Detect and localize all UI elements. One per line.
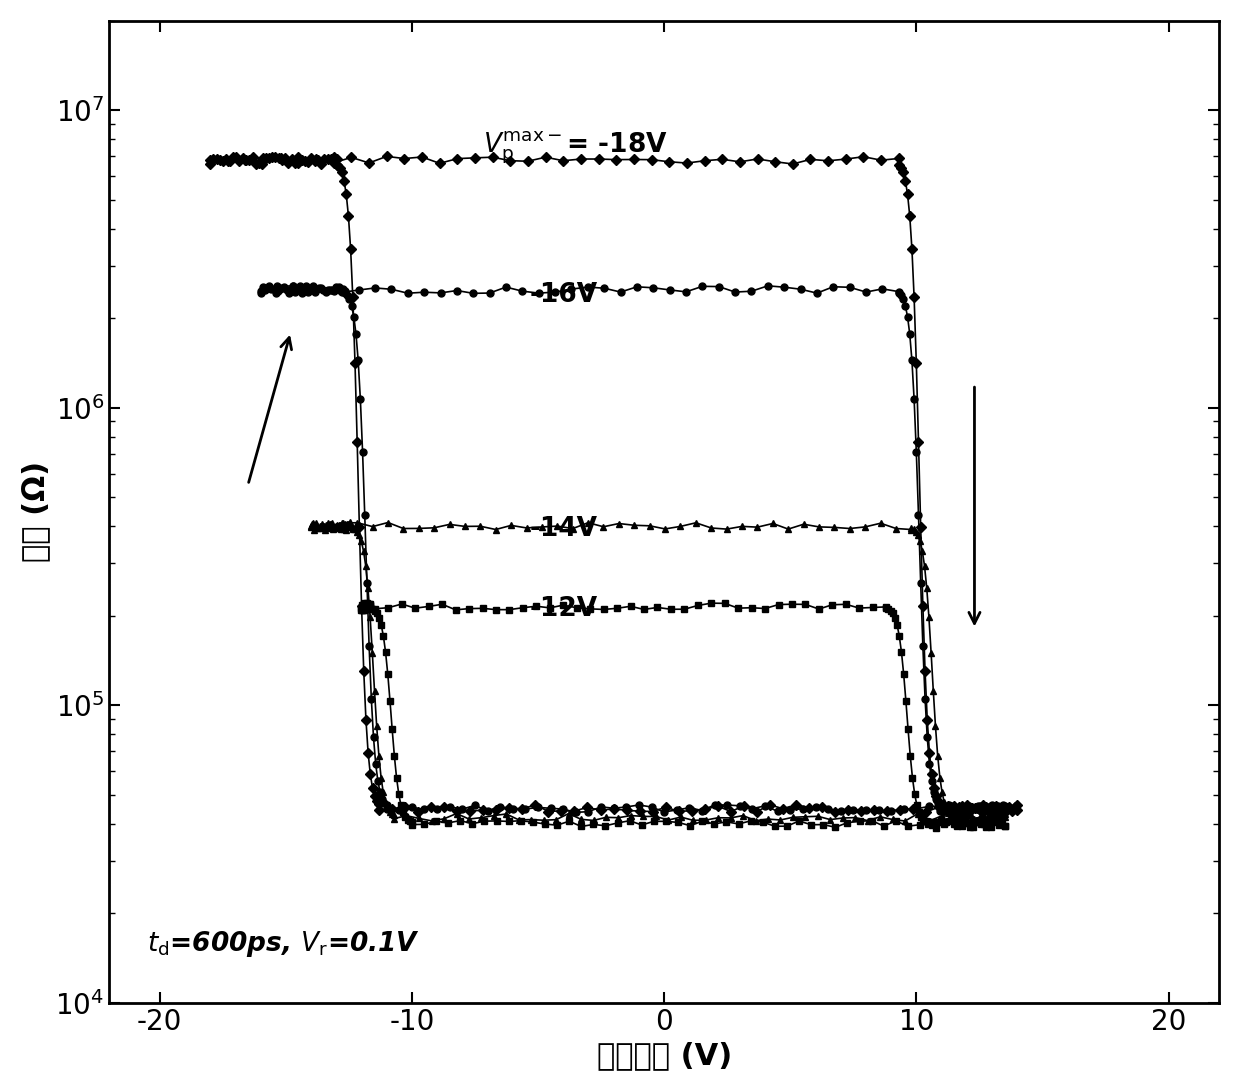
Text: $V_{\mathrm{p}}^{\mathrm{max-}}$= -18V: $V_{\mathrm{p}}^{\mathrm{max-}}$= -18V [484,130,668,166]
Y-axis label: 电阻 (Ω): 电阻 (Ω) [21,461,50,562]
X-axis label: 脉冲电压 (V): 脉冲电压 (V) [596,1041,732,1070]
Text: -12V: -12V [529,597,598,623]
Text: -16V: -16V [529,281,598,308]
Text: $t_{\mathrm{d}}$=600ps, $V_{\mathrm{r}}$=0.1V: $t_{\mathrm{d}}$=600ps, $V_{\mathrm{r}}$… [148,930,420,959]
Text: -14V: -14V [529,516,598,542]
